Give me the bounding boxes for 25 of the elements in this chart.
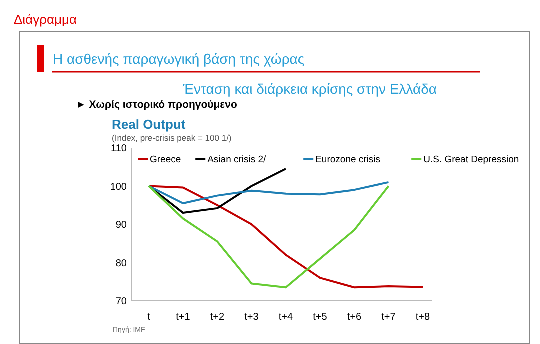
y-tick-label: 70 — [116, 296, 128, 308]
line-series — [148, 181, 390, 204]
text: Η ασθενής παραγωγική βάση της χώρας — [53, 51, 305, 67]
x-tick-label: t+3 — [244, 312, 260, 323]
x-tick-label: t+2 — [210, 312, 226, 323]
y-tick-label: 110 — [111, 144, 128, 154]
x-tick-label: t — [148, 312, 151, 323]
legend-label: Eurozone crisis — [316, 154, 381, 166]
x-tick-label: t+1 — [176, 312, 191, 323]
x-tick-label: t+8 — [416, 312, 431, 323]
text: Ένταση και διάρκεια κρίσης στην Ελλάδα — [182, 81, 438, 97]
y-tick-label: 80 — [116, 258, 128, 270]
y-tick-label: 100 — [110, 182, 128, 193]
x-tick-label: t+4 — [278, 312, 294, 323]
legend-label: Greece — [150, 154, 182, 166]
y-tick-label: 90 — [116, 220, 128, 231]
legend-label: Asian crisis 2/ — [208, 154, 267, 166]
legend-label: U.S. Great Depression — [424, 154, 520, 166]
text: Διάγραμμα — [14, 12, 78, 27]
x-tick-label: t+7 — [382, 312, 396, 323]
text: ► Χωρίς ιστορικό προηγούμενο — [76, 99, 238, 111]
x-tick-label: t+6 — [347, 312, 362, 323]
chart-subtitle: (Index, pre-crisis peak = 100 1/) — [112, 133, 232, 143]
x-tick-label: t+5 — [313, 312, 328, 323]
chart-title: Real Output — [112, 117, 186, 132]
